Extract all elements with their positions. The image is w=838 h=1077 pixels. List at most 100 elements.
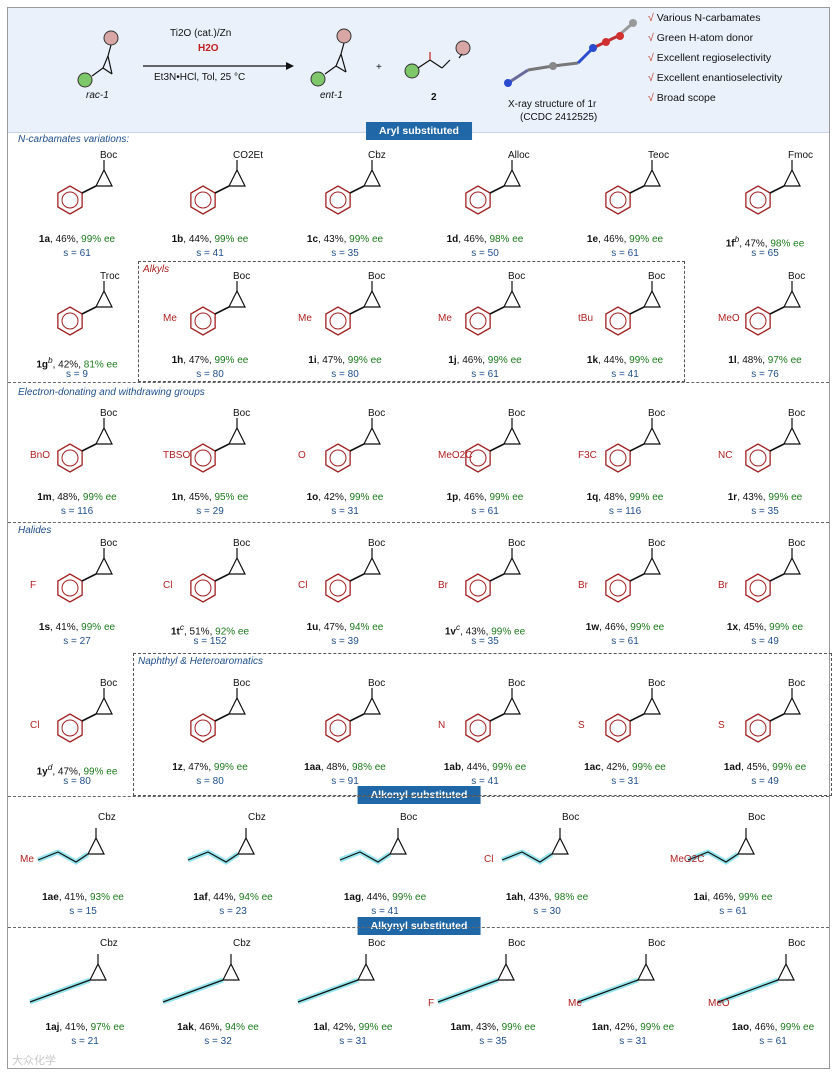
compound-id: 1p [446,492,459,503]
protecting-group: Boc [788,938,806,949]
compound-id: 1an [591,1022,610,1033]
aziridine-ring [503,556,521,575]
compound-caption: 1aa, 48%, 98% ee [280,762,410,773]
compound-1m: Boc BnO 1m, 48%, 99% ee s = 116 [12,408,142,517]
structure [29,954,107,1005]
aziridine-ring [551,836,569,855]
compound-caption: 1k, 44%, 99% ee [560,355,690,366]
compound-1o: Boc O 1o, 42%, 99% ee s = 31 [280,408,410,517]
wedge-bond [489,306,505,315]
selectivity-value: s = 91 [331,776,359,787]
divider [8,927,829,928]
ee-value: 99% ee [392,892,427,903]
compound-caption: 1d, 46%, 98% ee [420,234,550,245]
selectivity-value: s = 116 [608,506,642,517]
wedge-bond [81,713,97,722]
structure-svg [37,828,105,865]
aromatic-circle [469,579,487,597]
structure-svg [190,688,246,743]
compound-caption: 1yd, 47%, 99% ee [12,762,142,777]
protecting-group: Boc [233,408,251,419]
substituent: Cl [298,580,308,591]
compound-caption: 1h, 47%, 99% ee [145,355,275,366]
selectivity-value: s = 41 [471,776,499,787]
compound-1w: Boc Br 1w, 46%, 99% ee s = 61 [560,538,690,647]
alkyne-chain [437,979,499,1003]
compound-1al: Boc 1al, 42%, 99% ee s = 31 [288,938,418,1047]
protecting-group: Troc [100,271,120,282]
compound-id: 1f [725,238,735,250]
ee-value: 99% ee [738,892,773,903]
yield: , 47%, [739,238,771,250]
protecting-group: Boc [648,678,666,689]
ee-value: 81% ee [83,359,118,371]
yield: , 42%, [327,1022,359,1033]
aziridine-ring [643,556,661,575]
structure [57,688,113,743]
protecting-group: Boc [233,271,251,282]
ee-value: 98% ee [351,762,386,773]
compound-1l: Boc MeO 1l, 48%, 97% ee s = 76 [700,271,830,380]
structure-svg [745,548,801,603]
selectivity-value: s = 41 [611,369,639,380]
compound-1v: Boc Br 1vc, 43%, 99% ee s = 35 [420,538,550,647]
structure [745,548,801,603]
aziridine-ring [363,426,381,445]
compound-1c: Cbz 1c, 43%, 99% ee s = 35 [280,150,410,259]
ee-value: 99% ee [214,234,249,245]
divider [8,382,829,383]
structure-svg [465,548,521,603]
compound-id: 1i [308,355,317,366]
aziridine-ring [363,556,381,575]
structure-svg [605,688,661,743]
wedge-bond [349,573,365,582]
compound-1j: Boc Me 1j, 46%, 99% ee s = 61 [420,271,550,380]
aziridine-ring [503,168,521,187]
compound-id: 1s [38,622,51,633]
ee-value: 99% ee [214,355,249,366]
structure-svg [465,688,521,743]
compound-1ae: Cbz Me 1ae, 41%, 93% ee s = 15 [18,812,148,917]
selectivity-value: s = 61 [759,1036,787,1047]
protecting-group: Boc [100,150,118,161]
compound-id: 1ae [42,892,59,903]
compound-1t: Boc Cl 1tc, 51%, 92% ee s = 152 [145,538,275,647]
compound-caption: 1ai, 46%, 99% ee [668,892,798,903]
yield: , 47%, [182,762,214,773]
compound-id: 1y [36,766,48,778]
selectivity-value: s = 61 [611,248,639,259]
compound-1s: Boc F 1s, 41%, 99% ee s = 27 [12,538,142,647]
selectivity-value: s = 65 [751,248,779,259]
selectivity-value: s = 30 [533,906,561,917]
aziridine-ring [643,426,661,445]
selectivity-value: s = 39 [331,636,359,647]
aromatic-circle [749,719,767,737]
compound-caption: 1gb, 42%, 81% ee [12,355,142,370]
structure-svg [190,418,246,473]
protecting-group: Cbz [233,938,251,949]
compound-id: 1c [306,234,319,245]
figure-frame [7,7,830,1069]
aziridine-ring [363,289,381,308]
structure-svg [162,954,240,1005]
structure [57,418,113,473]
structure [325,418,381,473]
alkene-chain [187,851,239,863]
compound-1a: Boc 1a, 46%, 99% ee s = 61 [12,150,142,259]
substituent: Me [438,313,452,324]
yield: , 42%, [52,359,84,371]
aziridine-ring [783,696,801,715]
section-alkyls: Alkyls [143,264,170,275]
yield: , 42%, [600,762,632,773]
protecting-group: Boc [400,812,418,823]
watermark: 大众化学 [12,1055,56,1067]
reactant-rac1 [77,30,119,88]
aziridine-ring [637,962,655,981]
aromatic-circle [329,449,347,467]
aziridine-ring [228,426,246,445]
ee-value: 99% ee [487,355,522,366]
compound-caption: 1q, 48%, 99% ee [560,492,690,503]
compound-caption: 1p, 46%, 99% ee [420,492,550,503]
wedge-bond [489,573,505,582]
compound-1ak: Cbz 1ak, 46%, 94% ee s = 32 [153,938,283,1047]
